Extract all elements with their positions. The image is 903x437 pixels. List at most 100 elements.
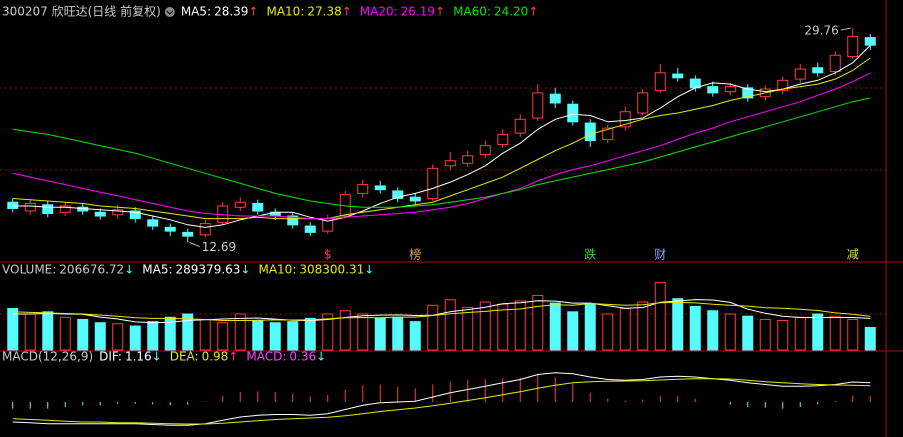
candle-body [812, 67, 824, 74]
trend-arrow: ↓ [240, 263, 250, 277]
candle-body [199, 223, 211, 236]
volume-bar [217, 322, 229, 351]
candle-body [392, 190, 404, 199]
volume-bar [532, 294, 544, 351]
volume-bar [462, 306, 474, 351]
header-text: 0.98 [202, 350, 229, 364]
event-marker: 减 [847, 248, 859, 262]
volume-bar [584, 303, 596, 351]
header-text: 28.39 [214, 5, 248, 19]
candle-body [94, 211, 106, 217]
volume-bar [322, 313, 334, 351]
volume-bar [304, 317, 316, 351]
candle-body [654, 72, 666, 91]
trend-arrow: ↑ [248, 5, 258, 19]
volume-bar [479, 301, 491, 351]
volume-bar [24, 313, 36, 351]
header-text: MA60: [453, 5, 491, 19]
header-text: 206676.72 [59, 263, 124, 277]
event-marker: 财 [654, 248, 666, 262]
candle-body [112, 209, 124, 216]
volume-bar [269, 322, 281, 351]
candle-body [567, 103, 579, 123]
trend-arrow: ↓ [316, 350, 326, 364]
ma-line [12, 72, 871, 220]
candle-body [147, 219, 159, 227]
volume-bar [147, 321, 159, 351]
header-text: 300207 欣旺达(日线 前复权) [2, 4, 161, 19]
volume-bar [777, 320, 789, 351]
volume-bar [654, 281, 666, 351]
candle-body [794, 68, 806, 80]
volume-bar [374, 317, 386, 351]
trend-arrow: ↑ [528, 5, 538, 19]
header-text: VOLUME: [2, 263, 56, 277]
event-marker: 跌 [584, 247, 596, 262]
candle-body [479, 145, 491, 155]
volume-bar [444, 299, 456, 351]
volume-bar [637, 301, 649, 351]
event-marker: 榜 [409, 247, 421, 262]
volume-bar [567, 311, 579, 351]
volume-bar [497, 303, 509, 351]
candle-body [444, 160, 456, 167]
candle-body [514, 118, 526, 134]
candle-body [357, 184, 369, 194]
candle-body [864, 37, 876, 46]
candle-body [164, 226, 176, 232]
trend-arrow: ↓ [124, 263, 134, 277]
volume-bar [759, 318, 771, 351]
candle-body [129, 210, 141, 220]
volume-bar [514, 300, 526, 351]
candle-body [707, 86, 719, 94]
volume-bar [707, 310, 719, 351]
low-pointer [189, 242, 200, 248]
high-pointer [840, 27, 851, 31]
candle-body [462, 155, 474, 164]
volume-bar [164, 316, 176, 351]
trend-arrow: ↓ [152, 350, 162, 364]
trend-arrow: ↑ [435, 5, 445, 19]
volume-bar [602, 313, 614, 351]
volume-bar [812, 313, 824, 351]
header-text: DEA: [170, 350, 199, 364]
candle-body [637, 92, 649, 114]
volume-bar [287, 321, 299, 351]
header-text: 1.16 [125, 350, 152, 364]
volume-bar [409, 321, 421, 351]
header-text: MA5: [142, 263, 172, 277]
header-text: 27.38 [307, 5, 341, 19]
candle-body [7, 201, 19, 210]
candle-body [182, 231, 194, 237]
ma-line [12, 299, 871, 324]
ma-line [12, 372, 871, 426]
volume-bar [549, 302, 561, 351]
header-text: 26.19 [401, 5, 435, 19]
volume-bar [252, 320, 264, 351]
high-label: 29.76 [804, 24, 838, 38]
header-text: 24.20 [494, 5, 528, 19]
volume-bar [794, 316, 806, 351]
header-text: MACD(12,26,9) [2, 350, 93, 364]
candle-body [497, 133, 509, 145]
candle-body [409, 196, 421, 202]
candle-body [672, 73, 684, 79]
trend-arrow: ↑ [228, 350, 238, 364]
low-label: 12.69 [202, 240, 236, 254]
candle-body [234, 201, 246, 208]
candle-body [777, 79, 789, 91]
volume-bar [112, 323, 124, 351]
candle-body [829, 54, 841, 73]
ma-line [12, 301, 871, 321]
candle-body [59, 205, 71, 213]
volume-bar [199, 318, 211, 351]
volume-bar [619, 308, 631, 351]
header-text: 0.36 [289, 350, 316, 364]
volume-bar [864, 326, 876, 351]
candle-body [42, 204, 54, 215]
volume-bar [724, 313, 736, 351]
header-text: MACD: [246, 350, 286, 364]
volume-bar [357, 313, 369, 351]
